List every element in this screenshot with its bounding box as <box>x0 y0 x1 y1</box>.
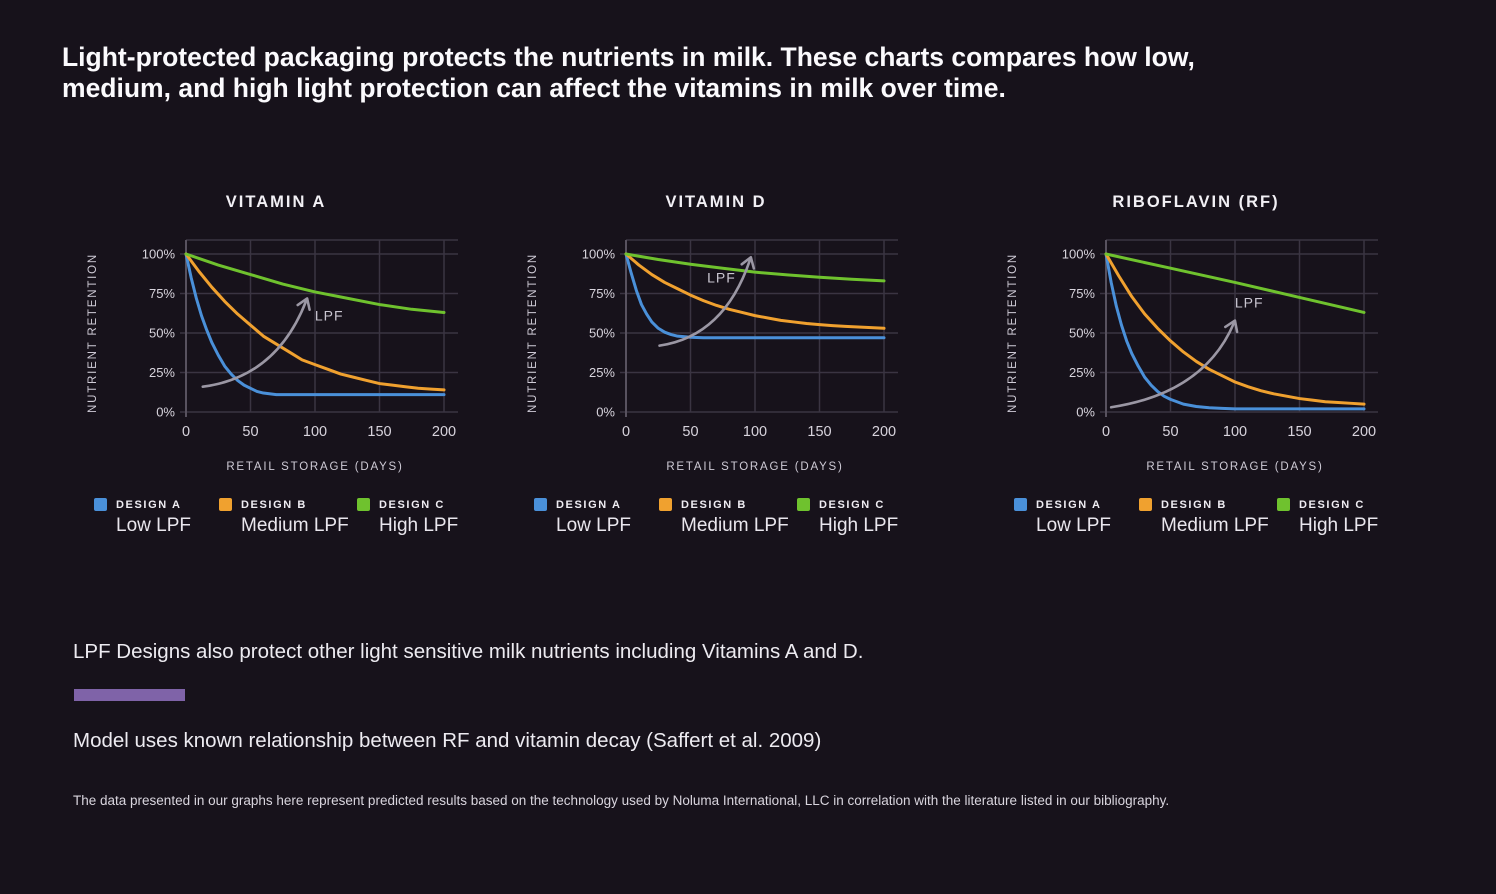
legend-label: DESIGN A <box>116 498 182 511</box>
legend-swatch-icon <box>357 498 370 511</box>
legend-item: DESIGN C High LPF <box>797 498 922 537</box>
svg-text:RETAIL STORAGE (DAYS): RETAIL STORAGE (DAYS) <box>666 461 843 473</box>
svg-text:0%: 0% <box>596 405 615 420</box>
svg-text:200: 200 <box>432 424 456 440</box>
chart-legend: DESIGN A Low LPF DESIGN B Medium LPF DESIGN … <box>1014 498 1406 537</box>
legend-label: DESIGN B <box>241 498 307 511</box>
legend-label: DESIGN C <box>819 498 885 511</box>
legend-sublabel: Medium LPF <box>681 515 789 536</box>
svg-text:100%: 100% <box>1062 247 1096 262</box>
svg-text:0: 0 <box>622 424 630 440</box>
line-chart-vitamin-a: 0% 25% 50% 75% 100% 0 50 100 150 200 RETAIL STORAG… <box>87 239 458 473</box>
svg-text:NUTRIENT RETENTION: NUTRIENT RETENTION <box>527 253 539 413</box>
svg-text:LPF: LPF <box>707 269 736 285</box>
svg-text:0: 0 <box>1102 424 1110 440</box>
svg-text:150: 150 <box>1287 424 1311 440</box>
page-title: Light-protected packaging protects the n… <box>62 42 1195 104</box>
legend-swatch-icon <box>1277 498 1290 511</box>
svg-text:25%: 25% <box>589 365 615 380</box>
svg-text:50%: 50% <box>589 326 615 341</box>
svg-text:50: 50 <box>1162 424 1178 440</box>
legend-sublabel: Low LPF <box>556 515 631 536</box>
svg-text:100%: 100% <box>142 247 176 262</box>
line-chart-vitamin-d: 0% 25% 50% 75% 100% 0 50 100 150 200 RETAIL STORAG… <box>527 239 898 473</box>
legend-item: DESIGN B Medium LPF <box>659 498 797 537</box>
svg-text:LPF: LPF <box>315 307 344 323</box>
legend-sublabel: Medium LPF <box>241 515 349 536</box>
svg-text:25%: 25% <box>149 365 175 380</box>
legend-label: DESIGN A <box>556 498 622 511</box>
legend-swatch-icon <box>797 498 810 511</box>
chart-block-vitamin-d: VITAMIN D 0% 25% 50% 75% 100% 0 50 100 150 200 RET… <box>506 193 926 537</box>
legend-swatch-icon <box>1139 498 1152 511</box>
legend-item: DESIGN A Low LPF <box>534 498 659 537</box>
svg-text:75%: 75% <box>589 286 615 301</box>
legend-item: DESIGN C High LPF <box>357 498 482 537</box>
svg-text:100: 100 <box>303 424 327 440</box>
legend-label: DESIGN C <box>379 498 445 511</box>
legend-sublabel: Low LPF <box>1036 515 1111 536</box>
svg-text:50%: 50% <box>149 326 175 341</box>
svg-text:50: 50 <box>682 424 698 440</box>
line-chart-riboflavin: 0% 25% 50% 75% 100% 0 50 100 150 200 RETAIL STORAG… <box>1007 239 1378 473</box>
chart-legend: DESIGN A Low LPF DESIGN B Medium LPF DESIGN … <box>94 498 486 537</box>
chart-block-vitamin-a: VITAMIN A 0% 25% 50% 75% 100% 0 50 100 150 200 RET… <box>66 193 486 537</box>
svg-text:75%: 75% <box>1069 286 1095 301</box>
svg-text:0%: 0% <box>156 405 175 420</box>
svg-text:50%: 50% <box>1069 326 1095 341</box>
svg-text:25%: 25% <box>1069 365 1095 380</box>
legend-swatch-icon <box>534 498 547 511</box>
legend-sublabel: Medium LPF <box>1161 515 1269 536</box>
svg-text:150: 150 <box>367 424 391 440</box>
svg-text:RETAIL STORAGE (DAYS): RETAIL STORAGE (DAYS) <box>226 461 403 473</box>
svg-text:75%: 75% <box>149 286 175 301</box>
svg-text:LPF: LPF <box>1235 295 1264 311</box>
legend-sublabel: High LPF <box>1299 515 1379 536</box>
svg-text:150: 150 <box>807 424 831 440</box>
svg-text:100: 100 <box>1223 424 1247 440</box>
svg-text:50: 50 <box>242 424 258 440</box>
legend-swatch-icon <box>94 498 107 511</box>
legend-sublabel: High LPF <box>819 515 899 536</box>
svg-text:0: 0 <box>182 424 190 440</box>
chart-title-vitamin-a: VITAMIN A <box>225 193 327 211</box>
legend-item: DESIGN B Medium LPF <box>1139 498 1277 537</box>
svg-text:RETAIL STORAGE (DAYS): RETAIL STORAGE (DAYS) <box>1146 461 1323 473</box>
legend-swatch-icon <box>219 498 232 511</box>
legend-item: DESIGN C High LPF <box>1277 498 1402 537</box>
note-model-reference: Model uses known relationship between RF… <box>73 729 822 752</box>
legend-item: DESIGN A Low LPF <box>1014 498 1139 537</box>
chart-legend: DESIGN A Low LPF DESIGN B Medium LPF DESIGN … <box>534 498 926 537</box>
svg-text:100%: 100% <box>582 247 616 262</box>
svg-text:NUTRIENT RETENTION: NUTRIENT RETENTION <box>1007 253 1019 413</box>
svg-text:200: 200 <box>1352 424 1376 440</box>
svg-text:NUTRIENT RETENTION: NUTRIENT RETENTION <box>87 253 99 413</box>
footnote-disclaimer: The data presented in our graphs here re… <box>73 793 1170 808</box>
legend-sublabel: High LPF <box>379 515 459 536</box>
legend-swatch-icon <box>659 498 672 511</box>
legend-item: DESIGN A Low LPF <box>94 498 219 537</box>
svg-text:0%: 0% <box>1076 405 1095 420</box>
legend-label: DESIGN C <box>1299 498 1365 511</box>
chart-title-riboflavin: RIBOFLAVIN (RF) <box>1112 193 1280 211</box>
legend-item: DESIGN B Medium LPF <box>219 498 357 537</box>
svg-text:200: 200 <box>872 424 896 440</box>
chart-block-riboflavin: RIBOFLAVIN (RF) 0% 25% 50% 75% 100% 0 50 100 150… <box>986 193 1406 537</box>
legend-label: DESIGN B <box>1161 498 1227 511</box>
svg-text:100: 100 <box>743 424 767 440</box>
legend-swatch-icon <box>1014 498 1027 511</box>
note-lpf-designs: LPF Designs also protect other light sen… <box>73 640 864 663</box>
legend-label: DESIGN B <box>681 498 747 511</box>
legend-label: DESIGN A <box>1036 498 1102 511</box>
chart-title-vitamin-d: VITAMIN D <box>665 193 767 211</box>
purple-accent-bar <box>74 689 185 701</box>
legend-sublabel: Low LPF <box>116 515 191 536</box>
